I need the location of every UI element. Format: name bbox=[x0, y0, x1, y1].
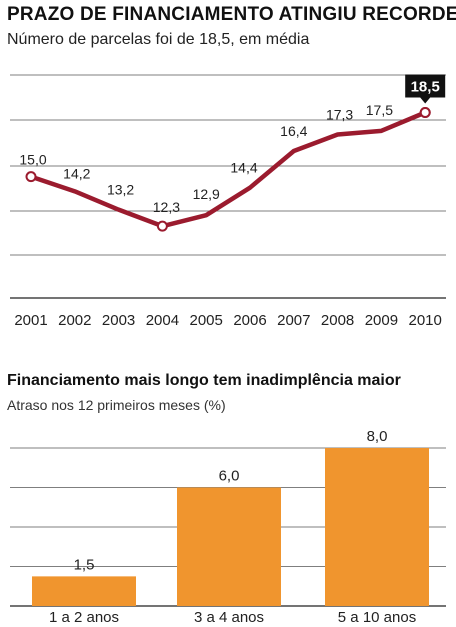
highlight-badge-label: 18,5 bbox=[411, 79, 440, 96]
data-label: 17,5 bbox=[366, 102, 393, 118]
data-label: 16,4 bbox=[280, 123, 307, 139]
data-label: 17,3 bbox=[326, 107, 353, 123]
data-label: 12,9 bbox=[193, 186, 220, 202]
x-tick-label: 5 a 10 anos bbox=[338, 609, 416, 626]
data-label: 6,0 bbox=[219, 468, 240, 485]
x-tick-label: 2002 bbox=[58, 312, 91, 329]
x-tick-label: 1 a 2 anos bbox=[49, 609, 119, 626]
x-tick-label: 2005 bbox=[190, 312, 223, 329]
x-tick-label: 2008 bbox=[321, 312, 354, 329]
data-label: 14,2 bbox=[63, 165, 90, 181]
line-chart: 15,0 14,2 13,2 12,3 12,9 14,4 16,4 17,3 17,5 18,5… bbox=[10, 74, 446, 329]
x-tick-label: 2010 bbox=[409, 312, 442, 329]
data-point bbox=[156, 220, 168, 232]
data-label: 8,0 bbox=[367, 428, 388, 445]
bar-chart-subtitle: Atraso nos 12 primeiros meses (%) bbox=[7, 397, 226, 413]
data-label: 14,4 bbox=[230, 160, 257, 176]
data-label: 1,5 bbox=[74, 556, 95, 573]
x-tick-label: 2001 bbox=[14, 312, 47, 329]
line-chart-subtitle: Número de parcelas foi de 18,5, em média bbox=[7, 31, 310, 48]
x-tick-label: 2007 bbox=[277, 312, 310, 329]
x-tick-label: 2004 bbox=[146, 312, 179, 329]
data-label: 15,0 bbox=[19, 152, 46, 168]
x-tick-label: 3 a 4 anos bbox=[194, 609, 264, 626]
highlight-badge bbox=[405, 74, 446, 98]
series-line bbox=[28, 110, 428, 229]
bar-chart-title: Financiamento mais longo tem inadimplênc… bbox=[7, 372, 401, 389]
highlight-badge-pointer bbox=[420, 97, 431, 104]
data-label: 13,2 bbox=[107, 182, 134, 198]
line-chart-title: PRAZO DE FINANCIAMENTO ATINGIU RECORDE bbox=[7, 4, 456, 25]
bar bbox=[325, 448, 429, 606]
x-tick-label: 2009 bbox=[365, 312, 398, 329]
bar bbox=[32, 576, 136, 606]
bar bbox=[177, 487, 281, 606]
data-point bbox=[25, 171, 37, 183]
x-tick-label: 2003 bbox=[102, 312, 135, 329]
data-point bbox=[419, 107, 431, 118]
x-tick-label: 2006 bbox=[233, 312, 266, 329]
data-label: 12,3 bbox=[153, 199, 180, 215]
